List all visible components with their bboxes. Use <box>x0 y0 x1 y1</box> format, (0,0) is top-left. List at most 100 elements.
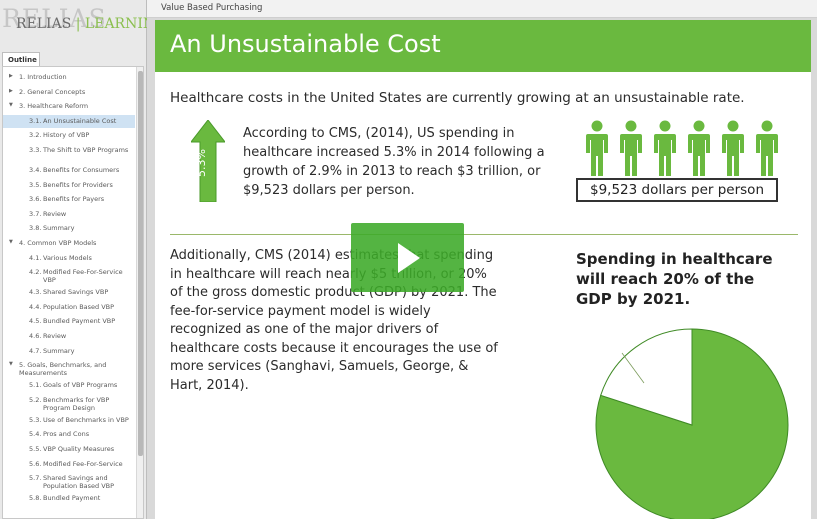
growth-arrow-icon <box>191 120 225 202</box>
person-icon <box>688 120 710 176</box>
outline-item-number: 3.1. <box>29 116 42 125</box>
person-icon <box>756 120 778 176</box>
slide: An Unsustainable Cost Healthcare costs i… <box>155 20 811 519</box>
outline-item-label: Review <box>43 332 67 340</box>
intro-text: Healthcare costs in the United States ar… <box>170 90 745 106</box>
outline-item[interactable]: 3.7. Review <box>3 208 135 222</box>
caret-down-icon[interactable]: ▼ <box>9 239 13 245</box>
outline-item-number: 3.8. <box>29 224 42 233</box>
outline-item-label: Summary <box>43 224 75 233</box>
play-button[interactable] <box>351 223 464 292</box>
outline-item-label: Benchmarks for VBP Program Design <box>43 395 110 412</box>
outline-item[interactable]: 3.6. Benefits for Payers <box>3 193 135 207</box>
caret-right-icon[interactable]: ▶ <box>9 87 13 94</box>
outline-item-label: Pros and Cons <box>43 430 90 439</box>
pie-leader-line <box>621 352 645 384</box>
per-person-box: $9,523 dollars per person <box>576 178 778 202</box>
outline-item[interactable]: 5.1. Goals of VBP Programs <box>3 379 135 393</box>
outline-item[interactable]: 3.3. The Shift to VBP Programs <box>3 144 135 163</box>
outline-item-number: 4.3. <box>29 288 42 297</box>
outline-item[interactable]: 3.8. Summary <box>3 222 135 236</box>
outline-section-label: 4. Common VBP Models <box>19 239 97 247</box>
outline-section[interactable]: ▼ 5. Goals, Benchmarks, and Measurements <box>3 359 135 378</box>
outline-item-number: 5.2. <box>29 395 42 404</box>
outline-item-number: 5.7. <box>29 474 42 483</box>
outline-item[interactable]: 4.3. Shared Savings VBP <box>3 286 135 300</box>
outline-section[interactable]: ▶ 1. Introduction <box>3 71 135 85</box>
outline-item-label: Bundled Payment <box>43 494 101 503</box>
arrow-label: 5.3% <box>195 149 208 177</box>
course-title: Value Based Purchasing <box>161 3 263 13</box>
people-icons <box>586 120 778 176</box>
caret-down-icon[interactable]: ▼ <box>9 361 13 368</box>
outline-section-label: 1. Introduction <box>19 73 67 81</box>
outline-item[interactable]: 5.2. Benchmarks for VBP Program Design <box>3 394 135 413</box>
outline-panel: ▶ 1. Introduction ▶ 2. General Concepts ▼ 3. … <box>2 66 144 519</box>
outline-item[interactable]: 4.2. Modified Fee-For-Service VBP <box>3 266 135 285</box>
outline-item-number: 3.4. <box>29 166 42 174</box>
outline-item-number: 3.5. <box>29 180 42 189</box>
outline-item-label: Population Based VBP <box>43 302 115 311</box>
outline-item-number: 4.4. <box>29 302 42 311</box>
outline-item-number: 5.1. <box>29 381 42 390</box>
outline-item[interactable]: 5.7. Shared Savings and Population Based … <box>3 472 135 491</box>
outline-item[interactable]: 4.4. Population Based VBP <box>3 301 135 315</box>
outline-item-number: 3.3. <box>29 146 42 154</box>
outline-item-number: 3.2. <box>29 131 42 140</box>
outline-item[interactable]: 5.8. Bundled Payment <box>3 492 135 506</box>
outline-item-number: 4.7. <box>29 346 42 355</box>
outline-item-label: Modified Fee-For-Service VBP <box>43 268 123 285</box>
outline-item-label: Benefits for Consumers <box>43 166 120 174</box>
gdp-pie-chart <box>595 328 789 519</box>
outline-item-number: 4.2. <box>29 268 42 277</box>
person-icon <box>620 120 642 176</box>
outline-section-label: 5. Goals, Benchmarks, and Measurements <box>19 361 107 378</box>
top-bar: Value Based Purchasing <box>147 0 817 18</box>
outline-item[interactable]: 4.6. Review <box>3 330 135 344</box>
outline-item[interactable]: 4.1. Various Models <box>3 252 135 266</box>
outline-scroll-thumb[interactable] <box>138 71 143 456</box>
relias-logo: RELIAS RELIAS | LEARNING <box>0 0 147 50</box>
outline-item-label: Various Models <box>43 253 92 262</box>
outline-item-label: Modified Fee-For-Service <box>43 459 123 468</box>
outline-item-number: 5.3. <box>29 415 42 424</box>
section-divider <box>170 234 798 235</box>
outline-section[interactable]: ▼ 3. Healthcare Reform <box>3 100 135 114</box>
tab-outline[interactable]: Outline <box>2 52 40 67</box>
cms-paragraph: According to CMS, (2014), US spending in… <box>243 126 545 198</box>
play-icon <box>398 243 420 273</box>
outline-item[interactable]: 3.1. An Unsustainable Cost <box>3 114 135 129</box>
outline-item-label: Review <box>43 209 67 218</box>
logo-text: RELIAS | LEARNING <box>16 16 147 32</box>
outline-item-label: Summary <box>43 346 75 355</box>
outline-item-label: Benefits for Providers <box>43 180 113 189</box>
outline-item-number: 4.1. <box>29 253 42 262</box>
outline-item[interactable]: 5.4. Pros and Cons <box>3 428 135 442</box>
sidebar: RELIAS RELIAS | LEARNING Outline ▶ 1. Int… <box>0 0 147 519</box>
caret-right-icon[interactable]: ▶ <box>9 73 13 79</box>
outline-item[interactable]: 3.4. Benefits for Consumers <box>3 164 135 178</box>
outline-section[interactable]: ▼ 4. Common VBP Models <box>3 237 135 251</box>
outline-item-label: History of VBP <box>43 131 90 140</box>
outline-section[interactable]: ▶ 2. General Concepts <box>3 86 135 100</box>
outline-item[interactable]: 3.2. History of VBP <box>3 129 135 143</box>
outline-scrollbar[interactable] <box>136 67 143 518</box>
outline-item-number: 5.6. <box>29 459 42 468</box>
outline-item[interactable]: 3.5. Benefits for Providers <box>3 179 135 193</box>
outline-item-label: Use of Benchmarks in VBP <box>43 415 129 424</box>
outline-item-label: Benefits for Payers <box>43 195 105 204</box>
outline-item[interactable]: 5.6. Modified Fee-For-Service <box>3 458 135 472</box>
outline-item[interactable]: 5.3. Use of Benchmarks in VBP <box>3 414 135 428</box>
person-icon <box>722 120 744 176</box>
outline-item-label: Goals of VBP Programs <box>43 381 118 390</box>
pie-caption: Spending in healthcare will reach 20% of… <box>576 250 773 308</box>
outline-item-number: 4.6. <box>29 332 42 340</box>
outline-item-label: Bundled Payment VBP <box>43 317 116 326</box>
outline-item[interactable]: 4.5. Bundled Payment VBP <box>3 315 135 329</box>
pie-slice-healthcare <box>600 328 693 426</box>
outline-section-label: 2. General Concepts <box>19 87 86 96</box>
outline-item-number: 4.5. <box>29 317 42 326</box>
outline-item[interactable]: 4.7. Summary <box>3 345 135 359</box>
outline-item[interactable]: 5.5. VBP Quality Measures <box>3 443 135 457</box>
caret-down-icon[interactable]: ▼ <box>9 102 13 109</box>
